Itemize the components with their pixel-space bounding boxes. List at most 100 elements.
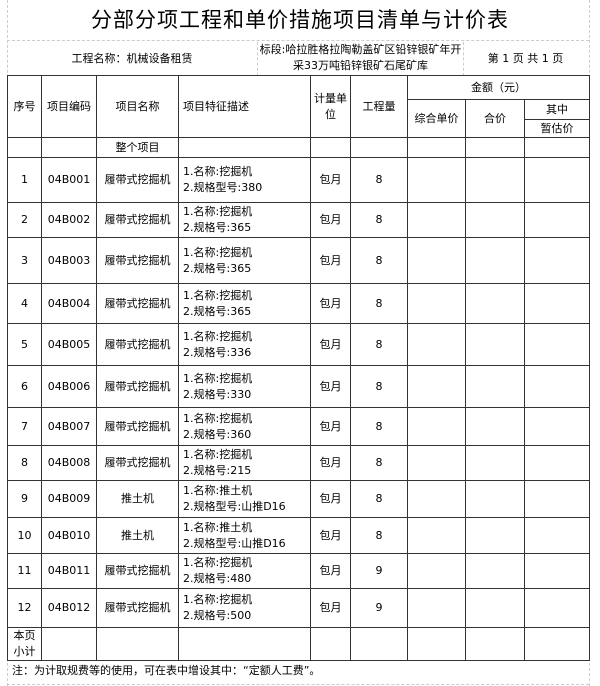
table-row: 1 04B001 履带式挖掘机 1.名称:挖掘机 2.规格型号:380 包月 8 <box>7 157 591 203</box>
cell-qty: 8 <box>350 202 408 238</box>
cell-provisional <box>523 553 591 589</box>
desc-line-1: 1.名称:挖掘机 <box>183 371 253 385</box>
cell-code: 04B010 <box>41 517 97 554</box>
desc-line-1: 1.名称:挖掘机 <box>183 411 253 425</box>
cell-unit: 包月 <box>310 480 351 518</box>
cell-unit-price <box>407 237 466 284</box>
cell-seq: 9 <box>7 480 42 518</box>
cell-unit: 包月 <box>310 588 351 628</box>
cell-code: 04B005 <box>41 323 97 366</box>
cell-desc: 1.名称:挖掘机 2.规格号:330 <box>178 365 311 408</box>
cell-name: 推土机 <box>96 517 179 554</box>
info-row: 工程名称：机械设备租赁 标段:哈拉胜格拉陶勒盖矿区铅锌银矿年开 采33万吨铅锌银… <box>7 40 589 76</box>
cell-provisional <box>523 323 591 366</box>
desc-line-2: 2.规格号:365 <box>183 304 252 318</box>
cell-code: 04B012 <box>41 588 97 628</box>
header-unit-price: 综合单价 <box>407 99 466 138</box>
subtotal-line-1: 本页 <box>13 629 36 642</box>
cell-seq: 1 <box>7 157 42 203</box>
table-row: 3 04B003 履带式挖掘机 1.名称:挖掘机 2.规格号:365 包月 8 <box>7 237 591 284</box>
cell-provisional <box>523 202 591 238</box>
desc-line-2: 2.规格号:330 <box>183 387 252 401</box>
cell-unit-price <box>407 323 466 366</box>
section-label: 标段:哈拉胜格拉陶勒盖矿区铅锌银矿年开 采33万吨铅锌银矿石尾矿库 <box>257 42 464 76</box>
desc-line-1: 1.名称:挖掘机 <box>183 245 253 259</box>
cell-qty: 8 <box>350 237 408 284</box>
cell-provisional <box>523 365 591 408</box>
header-amount: 金额（元） <box>406 75 591 100</box>
desc-line-1: 1.名称:挖掘机 <box>183 593 253 606</box>
header-desc: 项目特征描述 <box>178 75 311 138</box>
cell-code: 04B011 <box>41 553 97 589</box>
table-row: 7 04B007 履带式挖掘机 1.名称:挖掘机 2.规格号:360 包月 8 <box>7 407 591 446</box>
cell-total <box>465 365 525 408</box>
header-code: 项目编码 <box>41 75 97 138</box>
cell-qty: 9 <box>350 553 408 589</box>
desc-line-2: 2.规格型号:山推D16 <box>183 536 286 550</box>
desc-line-1: 1.名称:挖掘机 <box>183 288 253 302</box>
cell-code: 04B003 <box>41 237 97 284</box>
cell-qty: 8 <box>350 407 408 446</box>
cell-total <box>465 323 525 366</box>
section-line-1: 标段:哈拉胜格拉陶勒盖矿区铅锌银矿年开 <box>259 43 462 56</box>
cell-seq: 6 <box>7 365 42 408</box>
cell-desc: 1.名称:挖掘机 2.规格型号:380 <box>178 157 311 203</box>
cell-unit: 包月 <box>310 445 351 481</box>
cell-total <box>465 202 525 238</box>
cell-unit: 包月 <box>310 407 351 446</box>
cell-code: 04B008 <box>41 445 97 481</box>
cell-provisional <box>523 445 591 481</box>
page-indicator: 第 1 页 共 1 页 <box>487 52 564 65</box>
desc-line-2: 2.规格号:336 <box>183 345 252 359</box>
cell-qty: 8 <box>350 480 408 518</box>
page-title: 分部分项工程和单价措施项目清单与计价表 <box>91 8 509 32</box>
desc-line-1: 1.名称:挖掘机 <box>183 556 253 569</box>
cell-total <box>465 480 525 518</box>
cell-desc: 1.名称:挖掘机 2.规格号:336 <box>178 323 311 366</box>
cell-seq: 8 <box>7 445 42 481</box>
cell-total <box>465 157 525 203</box>
cell-total <box>465 553 525 589</box>
cell-qty: 8 <box>350 445 408 481</box>
footnote: 注：为计取规费等的使用，可在表中增设其中：“定额人工费”。 <box>7 660 589 685</box>
cell-total <box>465 283 525 324</box>
cell-name: 履带式挖掘机 <box>96 237 179 284</box>
desc-line-1: 1.名称:挖掘机 <box>183 205 253 218</box>
cell-unit-price <box>407 588 466 628</box>
header-qty: 工程量 <box>350 75 408 138</box>
desc-line-1: 1.名称:挖掘机 <box>183 448 253 461</box>
header-total: 合价 <box>465 99 525 138</box>
cell-provisional <box>523 407 591 446</box>
header-unit: 计量单位 <box>310 75 351 138</box>
table-row: 12 04B012 履带式挖掘机 1.名称:挖掘机 2.规格号:500 包月 9 <box>7 588 591 628</box>
cell-qty: 9 <box>350 588 408 628</box>
header-provisional: 暂估价 <box>523 119 591 138</box>
cell-seq: 5 <box>7 323 42 366</box>
cell-provisional <box>523 283 591 324</box>
table-row: 6 04B006 履带式挖掘机 1.名称:挖掘机 2.规格号:330 包月 8 <box>7 365 591 408</box>
cell-unit: 包月 <box>310 283 351 324</box>
cell-name: 履带式挖掘机 <box>96 157 179 203</box>
cell-seq: 11 <box>7 553 42 589</box>
cell-qty: 8 <box>350 517 408 554</box>
cell-unit-price <box>407 365 466 408</box>
desc-line-1: 1.名称:挖掘机 <box>183 329 253 343</box>
cell-unit-price <box>407 202 466 238</box>
cell-unit-price <box>407 553 466 589</box>
cell-code: 04B007 <box>41 407 97 446</box>
cell-unit: 包月 <box>310 553 351 589</box>
cell-qty: 8 <box>350 323 408 366</box>
cell-unit: 包月 <box>310 237 351 284</box>
header-of-which: 其中 <box>523 99 591 120</box>
cell-seq: 10 <box>7 517 42 554</box>
cell-desc: 1.名称:挖掘机 2.规格号:360 <box>178 407 311 446</box>
cell-unit: 包月 <box>310 365 351 408</box>
header-name: 项目名称 <box>96 75 179 138</box>
cell-desc: 1.名称:挖掘机 2.规格号:480 <box>178 553 311 589</box>
cell-name: 履带式挖掘机 <box>96 445 179 481</box>
cell-total <box>465 517 525 554</box>
desc-line-2: 2.规格号:360 <box>183 427 252 441</box>
cell-provisional <box>523 157 591 203</box>
cell-provisional <box>523 588 591 628</box>
cell-seq: 12 <box>7 588 42 628</box>
